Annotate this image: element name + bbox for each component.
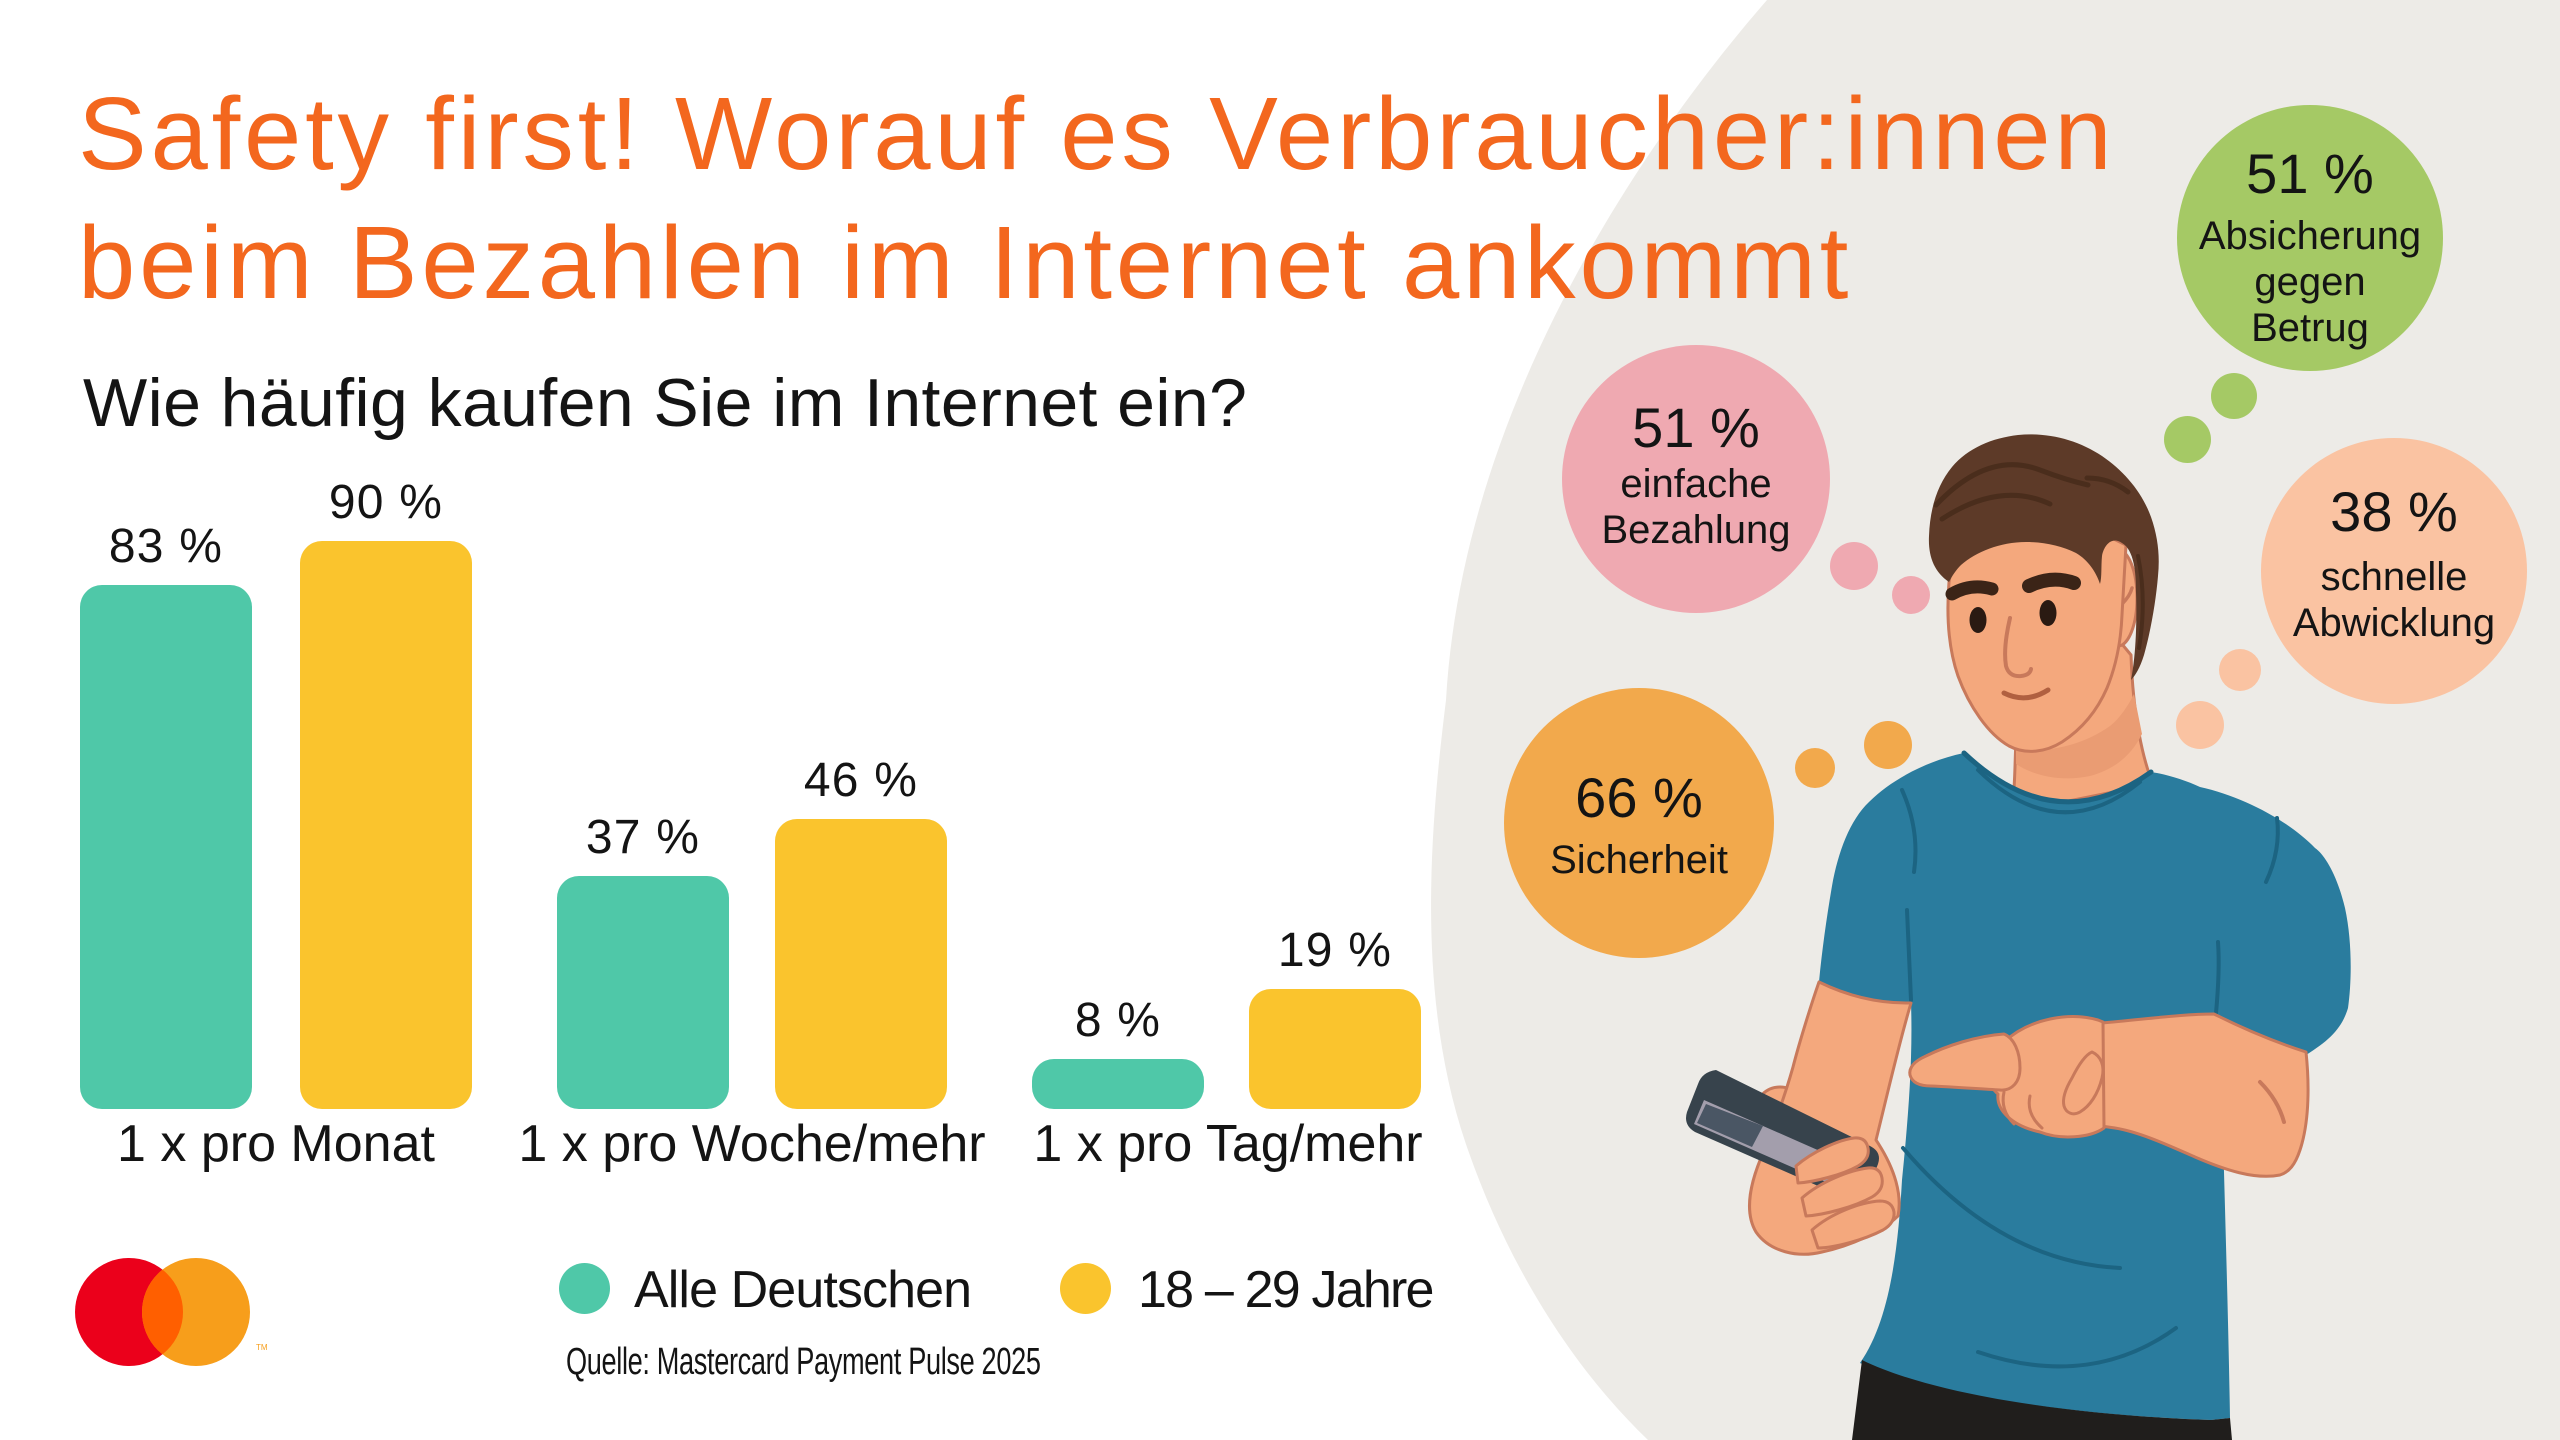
svg-text:TM: TM: [256, 1343, 268, 1352]
